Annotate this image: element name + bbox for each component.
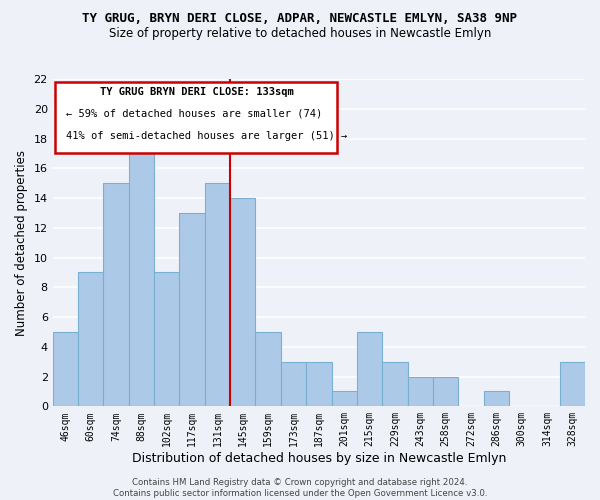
Bar xyxy=(433,376,458,406)
Text: TY GRUG, BRYN DERI CLOSE, ADPAR, NEWCASTLE EMLYN, SA38 9NP: TY GRUG, BRYN DERI CLOSE, ADPAR, NEWCAST… xyxy=(83,12,517,26)
FancyBboxPatch shape xyxy=(55,82,337,152)
Bar xyxy=(332,392,357,406)
Text: TY GRUG BRYN DERI CLOSE: 133sqm: TY GRUG BRYN DERI CLOSE: 133sqm xyxy=(100,87,293,97)
Bar xyxy=(103,183,129,406)
Bar xyxy=(179,213,205,406)
Bar xyxy=(382,362,407,406)
Bar xyxy=(306,362,332,406)
Text: ← 59% of detached houses are smaller (74): ← 59% of detached houses are smaller (74… xyxy=(66,108,322,118)
Text: Size of property relative to detached houses in Newcastle Emlyn: Size of property relative to detached ho… xyxy=(109,28,491,40)
Text: 41% of semi-detached houses are larger (51) →: 41% of semi-detached houses are larger (… xyxy=(66,132,347,141)
Bar xyxy=(78,272,103,406)
X-axis label: Distribution of detached houses by size in Newcastle Emlyn: Distribution of detached houses by size … xyxy=(131,452,506,465)
Bar xyxy=(281,362,306,406)
Bar xyxy=(407,376,433,406)
Bar xyxy=(484,392,509,406)
Y-axis label: Number of detached properties: Number of detached properties xyxy=(15,150,28,336)
Bar xyxy=(357,332,382,406)
Text: Contains HM Land Registry data © Crown copyright and database right 2024.
Contai: Contains HM Land Registry data © Crown c… xyxy=(113,478,487,498)
Bar xyxy=(129,138,154,406)
Bar xyxy=(256,332,281,406)
Bar xyxy=(560,362,585,406)
Bar xyxy=(230,198,256,406)
Bar xyxy=(154,272,179,406)
Bar xyxy=(53,332,78,406)
Bar xyxy=(205,183,230,406)
